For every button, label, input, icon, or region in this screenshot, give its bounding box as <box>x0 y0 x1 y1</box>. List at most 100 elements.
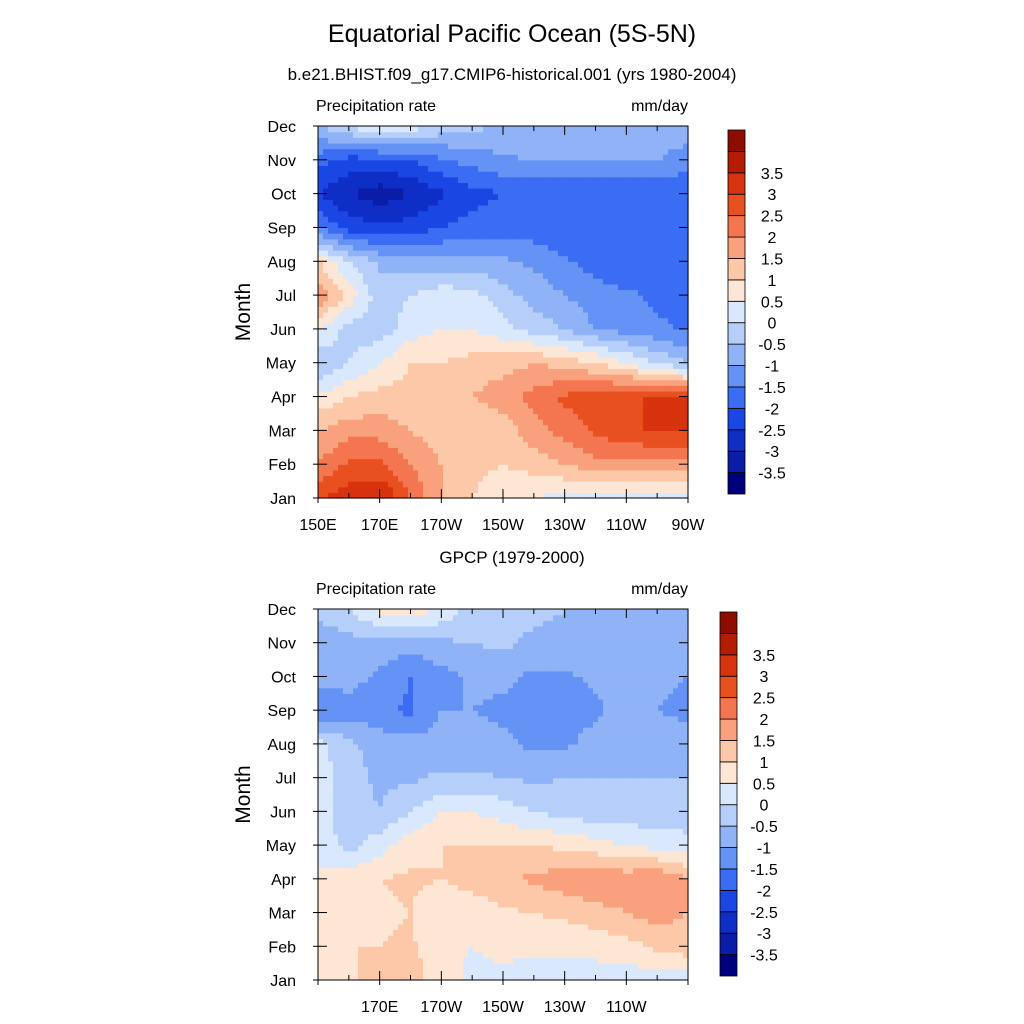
field-cell <box>493 159 499 167</box>
field-cell <box>598 238 604 245</box>
field-cell <box>528 345 534 353</box>
field-cell <box>658 441 664 448</box>
field-cell <box>638 317 644 324</box>
field-cell <box>408 250 414 257</box>
field-cell <box>378 199 384 206</box>
field-cell <box>383 278 389 285</box>
field-cell <box>383 323 389 330</box>
field-cell <box>488 165 494 172</box>
field-cell <box>528 199 534 206</box>
field-cell <box>363 233 369 240</box>
field-cell <box>578 436 584 443</box>
field-cell <box>363 193 369 200</box>
field-cell <box>348 278 354 285</box>
field-cell <box>528 481 534 488</box>
field-cell <box>388 441 394 448</box>
field-cell <box>683 250 689 257</box>
field-cell <box>608 328 614 336</box>
field-cell <box>573 182 579 189</box>
field-cell <box>398 328 404 336</box>
field-cell <box>593 199 599 206</box>
field-cell <box>628 142 634 150</box>
field-cell <box>548 458 554 465</box>
field-cell <box>393 492 399 499</box>
field-cell <box>478 481 484 488</box>
field-cell <box>398 261 404 268</box>
field-cell <box>453 340 459 347</box>
field-cell <box>438 295 444 302</box>
field-cell <box>383 210 389 217</box>
field-cell <box>528 289 534 296</box>
field-cell <box>473 154 479 161</box>
field-cell <box>328 486 334 493</box>
field-cell <box>448 278 454 285</box>
field-cell <box>358 289 364 296</box>
field-cell <box>478 340 484 347</box>
field-cell <box>338 362 344 369</box>
field-cell <box>673 323 679 330</box>
field-cell <box>398 469 404 477</box>
field-cell <box>463 188 469 195</box>
field-cell <box>343 142 349 150</box>
field-cell <box>538 171 544 178</box>
field-cell <box>448 216 454 223</box>
field-cell <box>438 452 444 460</box>
field-cell <box>558 452 564 460</box>
field-cell <box>493 171 499 178</box>
field-cell <box>353 233 359 240</box>
field-cell <box>498 154 504 161</box>
field-cell <box>388 227 394 234</box>
field-cell <box>658 238 664 245</box>
field-cell <box>573 221 579 229</box>
field-cell <box>613 486 619 493</box>
field-cell <box>343 131 349 138</box>
field-cell <box>488 345 494 353</box>
field-cell <box>383 368 389 375</box>
field-cell <box>338 317 344 324</box>
field-cell <box>483 441 489 448</box>
field-cell <box>568 419 574 426</box>
field-cell <box>573 255 579 262</box>
field-cell <box>393 227 399 234</box>
field-cell <box>378 148 384 155</box>
field-cell <box>663 317 669 324</box>
field-cell <box>423 171 429 178</box>
field-cell <box>513 458 519 465</box>
field-cell <box>548 182 554 189</box>
field-cell <box>678 430 684 437</box>
field-cell <box>323 396 329 403</box>
field-cell <box>553 385 559 392</box>
field-cell <box>328 390 334 398</box>
field-cell <box>563 182 569 189</box>
field-cell <box>473 227 479 234</box>
field-cell <box>568 469 574 477</box>
field-cell <box>558 188 564 195</box>
field-cell <box>578 188 584 195</box>
field-cell <box>463 469 469 477</box>
field-cell <box>598 334 604 341</box>
field-cell <box>328 464 334 471</box>
field-cell <box>368 261 374 268</box>
field-cell <box>318 492 324 499</box>
field-cell <box>583 137 589 144</box>
field-cell <box>453 362 459 369</box>
field-cell <box>323 126 329 133</box>
field-cell <box>468 481 474 488</box>
field-cell <box>363 368 369 375</box>
field-cell <box>408 436 414 443</box>
field-cell <box>548 486 554 493</box>
field-cell <box>683 486 689 493</box>
field-cell <box>633 188 639 195</box>
field-cell <box>378 436 384 443</box>
field-cell <box>548 216 554 223</box>
field-cell <box>513 159 519 167</box>
field-cell <box>358 295 364 302</box>
field-cell <box>493 289 499 296</box>
field-cell <box>578 340 584 347</box>
field-cell <box>453 238 459 245</box>
colorbar-box <box>727 450 746 473</box>
field-cell <box>678 148 684 155</box>
field-cell <box>503 126 509 133</box>
field-cell <box>548 424 554 431</box>
field-cell <box>328 283 334 291</box>
